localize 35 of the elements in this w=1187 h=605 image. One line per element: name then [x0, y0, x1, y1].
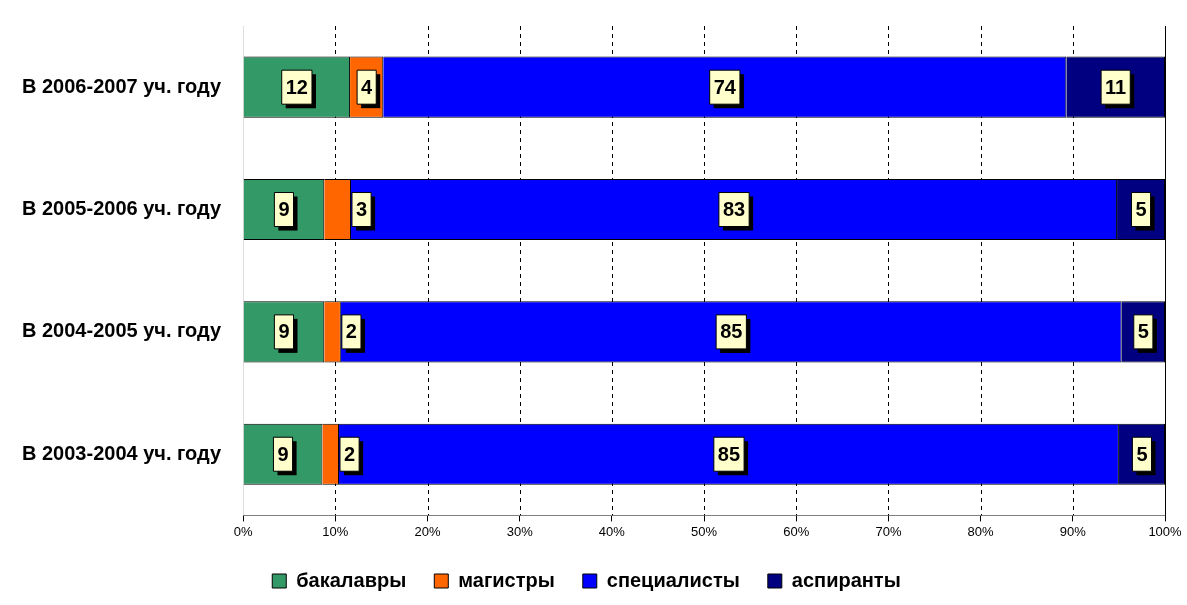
- data-label: 74: [713, 75, 737, 98]
- y-tick-label: В 2006-2007 уч. году: [21, 74, 222, 97]
- data-label: 2: [344, 442, 356, 465]
- data-label: 12: [285, 75, 308, 98]
- x-tick-label: 20%: [414, 523, 441, 539]
- x-tick-label: 60%: [783, 523, 810, 539]
- x-tick-label: 70%: [875, 523, 902, 539]
- data-label: 5: [1135, 198, 1147, 221]
- data-label: 85: [717, 442, 741, 465]
- x-tick-label: 100%: [1148, 523, 1183, 539]
- x-tick-label: 0%: [233, 523, 253, 539]
- legend-label: специалисты: [606, 568, 740, 591]
- y-tick-label: В 2005-2006 уч. году: [21, 197, 222, 220]
- legend-label: бакалавры: [296, 568, 407, 591]
- data-label: 11: [1105, 75, 1127, 98]
- legend-label: магистры: [458, 568, 555, 591]
- x-tick-label: 10%: [322, 523, 349, 539]
- data-label: 9: [278, 198, 290, 221]
- x-tick-label: 50%: [691, 523, 718, 539]
- data-label: 3: [355, 198, 368, 221]
- x-tick-label: 40%: [598, 523, 626, 539]
- data-label: 9: [277, 442, 289, 465]
- y-tick-label: В 2004-2005 уч. году: [21, 319, 222, 342]
- data-label: 5: [1136, 442, 1148, 465]
- legend-label: аспиранты: [791, 568, 901, 591]
- data-label: 2: [345, 320, 357, 343]
- data-label: 5: [1137, 320, 1149, 343]
- data-label: 85: [720, 320, 743, 343]
- x-tick-label: 80%: [967, 523, 995, 539]
- data-label: 9: [278, 320, 290, 343]
- data-label: 4: [361, 75, 374, 98]
- x-tick-label: 90%: [1059, 523, 1087, 539]
- x-tick-label: 30%: [506, 523, 534, 539]
- y-tick-label: В 2003-2004 уч. году: [21, 441, 222, 464]
- data-label: 83: [722, 198, 746, 221]
